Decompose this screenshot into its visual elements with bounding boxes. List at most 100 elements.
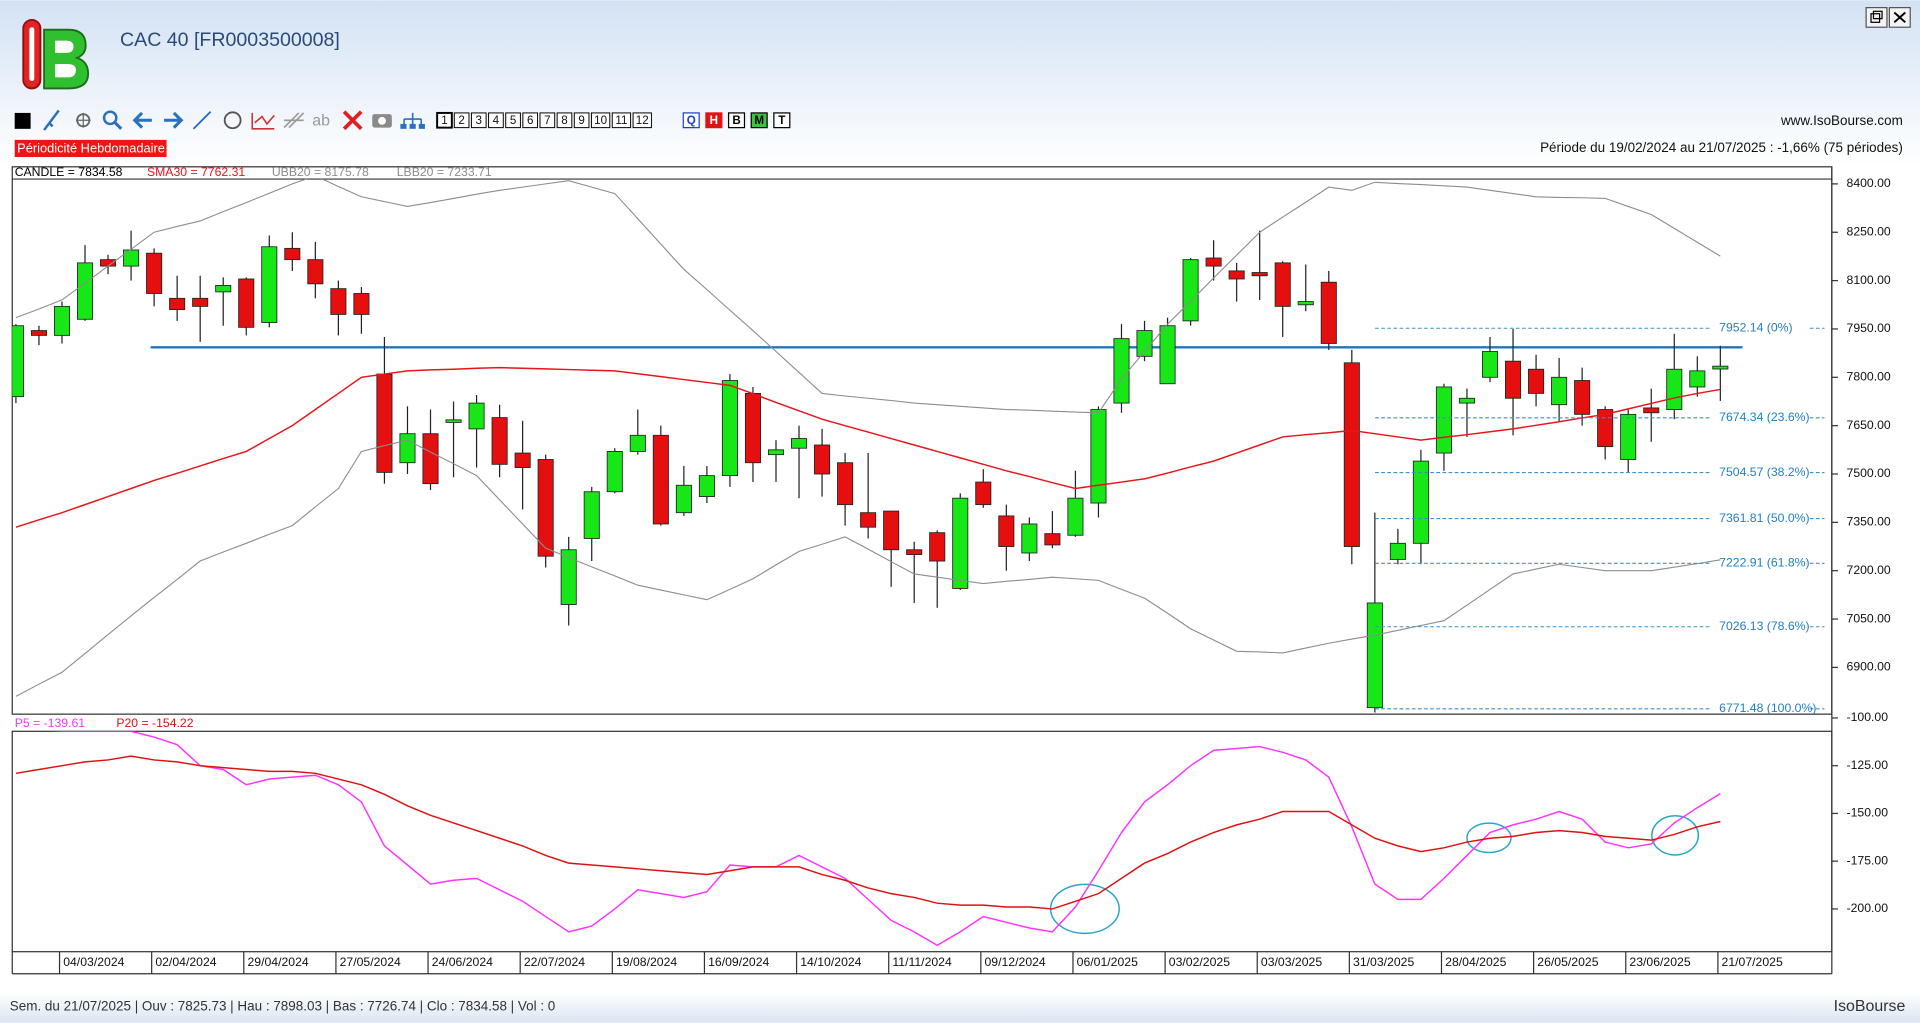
candle-body bbox=[698, 475, 715, 497]
view-label[interactable]: T bbox=[778, 114, 785, 127]
header-bg bbox=[0, 0, 1920, 166]
logo bbox=[22, 18, 90, 90]
period-button[interactable] bbox=[539, 112, 556, 129]
y-tick-label: -125.00 bbox=[1847, 758, 1889, 772]
toolbar: ab 1 2 3 4 5 6 7 8 9 10 11 12 Q H B M T bbox=[14, 109, 791, 131]
period-label[interactable]: 5 bbox=[510, 114, 516, 127]
title: CAC 40 [FR0003500008] bbox=[120, 29, 340, 51]
period-label[interactable]: 3 bbox=[476, 114, 482, 127]
candle-body bbox=[583, 491, 600, 539]
period-label[interactable]: 9 bbox=[578, 114, 584, 127]
x-tick-label: 03/02/2025 bbox=[1169, 955, 1230, 969]
period-label[interactable]: 6 bbox=[527, 114, 533, 127]
candle-body bbox=[12, 325, 24, 398]
candle-body bbox=[721, 380, 738, 477]
period-button[interactable] bbox=[632, 112, 652, 129]
delete-tool[interactable] bbox=[342, 110, 363, 131]
candle-body bbox=[1528, 368, 1545, 394]
forward-tool[interactable] bbox=[164, 111, 184, 129]
period-button[interactable] bbox=[556, 112, 573, 129]
candle-body bbox=[1090, 409, 1107, 504]
view-button[interactable] bbox=[750, 112, 768, 129]
candle-body bbox=[1067, 497, 1084, 536]
line-tool[interactable] bbox=[192, 111, 212, 130]
period-label[interactable]: 2 bbox=[458, 114, 464, 127]
period-button[interactable] bbox=[505, 112, 521, 129]
oscillator-plot bbox=[15, 731, 1721, 947]
period-label[interactable]: 10 bbox=[594, 114, 607, 127]
x-tick-label: 03/03/2025 bbox=[1261, 955, 1322, 969]
x-tick-label: 28/04/2025 bbox=[1445, 955, 1506, 969]
window-buttons[interactable] bbox=[1865, 7, 1911, 28]
text-tool[interactable]: ab bbox=[312, 113, 330, 130]
period-label[interactable]: 12 bbox=[636, 114, 649, 127]
candle-body bbox=[123, 249, 140, 267]
period-label[interactable]: 11 bbox=[615, 114, 627, 127]
candle-body bbox=[1297, 301, 1314, 306]
candle-body bbox=[399, 433, 416, 464]
view-label[interactable]: M bbox=[754, 114, 764, 127]
x-tick-label: 04/03/2024 bbox=[63, 955, 124, 969]
period-button[interactable] bbox=[436, 111, 453, 129]
period-label[interactable]: 4 bbox=[493, 114, 500, 127]
candle-body bbox=[814, 444, 831, 475]
period-label[interactable]: 7 bbox=[544, 114, 550, 127]
price-plot: 7952.14 (0%) 7674.34 (23.6%) 7504.57 (38.2… bbox=[12, 179, 1825, 714]
candle-body bbox=[53, 305, 71, 336]
period-button[interactable] bbox=[590, 112, 611, 129]
y-tick-label: 7200.00 bbox=[1847, 563, 1891, 577]
period-button[interactable] bbox=[573, 112, 590, 129]
circle-tool[interactable] bbox=[223, 111, 242, 130]
candle-body bbox=[192, 297, 209, 307]
legend-entry: LBB20 = 7233.71 bbox=[397, 165, 492, 179]
candle-body bbox=[445, 419, 462, 423]
candle-body bbox=[1712, 365, 1729, 370]
restore-button[interactable] bbox=[1865, 7, 1888, 28]
period-button[interactable] bbox=[522, 112, 539, 129]
fibo-tool[interactable] bbox=[251, 112, 275, 130]
tree-tool[interactable] bbox=[403, 112, 423, 124]
y-tick-label: 7800.00 bbox=[1847, 370, 1891, 384]
color-tool[interactable] bbox=[14, 112, 31, 129]
x-tick-label: 31/03/2025 bbox=[1353, 955, 1414, 969]
highlight-circle bbox=[1651, 815, 1700, 856]
view-button[interactable] bbox=[773, 112, 791, 129]
x-tick-label: 27/05/2024 bbox=[340, 955, 401, 969]
y-tick-label: -200.00 bbox=[1847, 901, 1889, 915]
fibonacci-label: 7026.13 (78.6%) bbox=[1719, 619, 1809, 633]
candle-body bbox=[791, 438, 808, 449]
period-summary: Période du 19/02/2024 au 21/07/2025 : -1… bbox=[1540, 140, 1903, 155]
zoom-tool[interactable] bbox=[102, 110, 118, 126]
candle-body bbox=[744, 392, 761, 464]
back-tool[interactable] bbox=[132, 111, 152, 129]
y-tick-label: 7500.00 bbox=[1847, 466, 1891, 480]
period-button[interactable] bbox=[488, 112, 504, 129]
view-button[interactable] bbox=[682, 112, 700, 129]
draw-tool[interactable] bbox=[43, 109, 60, 131]
period-label[interactable]: 8 bbox=[561, 114, 567, 127]
view-label[interactable]: B bbox=[732, 114, 740, 127]
period-label[interactable]: 1 bbox=[441, 114, 447, 127]
candle-body bbox=[1505, 360, 1522, 399]
period-button[interactable] bbox=[611, 112, 632, 129]
x-tick-label: 16/09/2024 bbox=[708, 955, 769, 969]
view-label[interactable]: H bbox=[710, 114, 718, 127]
periodicity-badge bbox=[14, 139, 167, 158]
candle-body bbox=[1666, 368, 1683, 410]
legend-entry: CANDLE = 7834.58 bbox=[15, 165, 123, 179]
view-button[interactable] bbox=[727, 112, 746, 129]
period-button[interactable] bbox=[453, 112, 470, 129]
period-button[interactable] bbox=[470, 112, 487, 129]
channel-tool[interactable] bbox=[283, 112, 305, 129]
candle-body bbox=[952, 497, 969, 589]
candle-body bbox=[1412, 460, 1429, 544]
candle-body bbox=[1274, 262, 1291, 307]
x-tick-label: 09/12/2024 bbox=[985, 955, 1046, 969]
fibonacci-label: 7222.91 (61.8%) bbox=[1719, 556, 1809, 570]
view-button[interactable] bbox=[705, 112, 723, 129]
y-tick-label: 7050.00 bbox=[1847, 611, 1891, 625]
view-label[interactable]: Q bbox=[687, 114, 696, 127]
x-tick-label: 29/04/2024 bbox=[247, 955, 308, 969]
y-tick-label: -175.00 bbox=[1847, 853, 1889, 867]
